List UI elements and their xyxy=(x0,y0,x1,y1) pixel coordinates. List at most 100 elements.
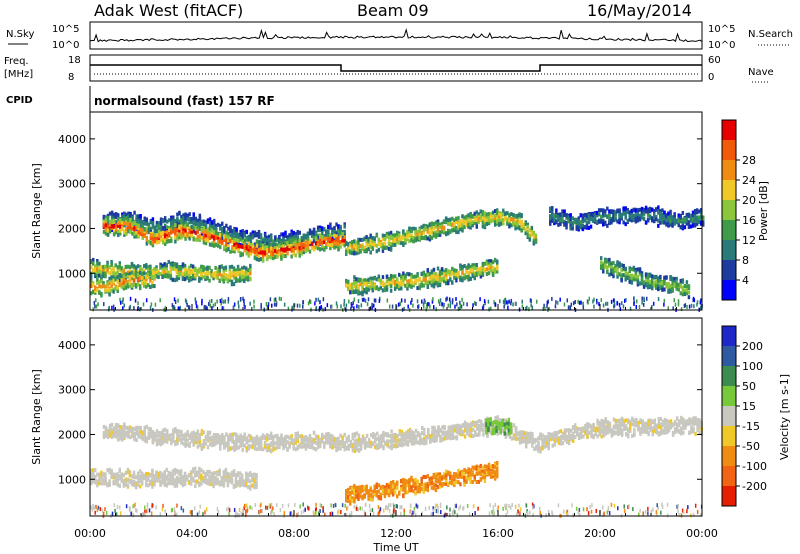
nsky-line xyxy=(90,30,702,42)
noise-cell xyxy=(528,307,530,311)
data-cell xyxy=(531,226,533,230)
noise-cell xyxy=(243,303,245,307)
noise-cell xyxy=(568,305,570,309)
noise-cell xyxy=(593,305,595,309)
data-cell xyxy=(400,286,402,290)
nsearch-label: N.Search xyxy=(748,29,793,40)
noise-cell xyxy=(425,307,427,311)
data-cell xyxy=(176,441,178,445)
noise-cell xyxy=(316,306,318,310)
noise-cell xyxy=(605,302,607,306)
noise-cell xyxy=(521,300,523,304)
noise-cell xyxy=(407,305,409,309)
data-cell xyxy=(213,219,215,223)
noise-cell xyxy=(401,298,403,302)
noise-cell xyxy=(94,301,96,305)
noise-cell xyxy=(266,302,268,306)
data-cell xyxy=(286,251,288,255)
data-cell xyxy=(643,217,645,221)
noise-cell xyxy=(173,305,175,309)
noise-cell xyxy=(452,300,454,304)
colorbar-tick-label: 20 xyxy=(742,194,756,207)
noise-cell xyxy=(280,297,282,301)
data-cell xyxy=(256,244,258,248)
noise-cell xyxy=(356,304,358,308)
data-cell xyxy=(669,210,671,214)
data-cell xyxy=(307,245,309,249)
noise-cell xyxy=(488,307,490,311)
noise-cell xyxy=(616,301,618,305)
noise-cell xyxy=(510,301,512,305)
noise-cell xyxy=(137,306,139,310)
data-cell xyxy=(174,223,176,227)
noise-cell xyxy=(211,299,213,303)
noise-cell xyxy=(373,304,375,308)
noise-cell xyxy=(536,300,538,304)
noise-cell xyxy=(367,302,369,306)
noise-cell xyxy=(210,304,212,308)
data-cell xyxy=(657,205,659,209)
noise-cell xyxy=(389,305,391,309)
noise-cell xyxy=(234,303,236,307)
noise-cell xyxy=(130,297,132,301)
noise-cell xyxy=(292,306,294,310)
data-cell xyxy=(682,211,684,215)
colorbar-segment xyxy=(722,160,736,180)
data-cell xyxy=(153,284,155,288)
noise-cell xyxy=(639,305,641,309)
noise-cell xyxy=(472,303,474,307)
noise-cell xyxy=(221,298,223,302)
data-cell xyxy=(219,269,221,273)
noise-cell xyxy=(429,305,431,309)
nsearch-tick-bottom: 10^0 xyxy=(708,40,735,51)
noise-cell xyxy=(678,299,680,303)
data-cell xyxy=(327,229,329,233)
noise-cell xyxy=(433,305,435,309)
noise-cell xyxy=(483,304,485,308)
data-cell xyxy=(309,250,311,254)
noise-cell xyxy=(579,301,581,305)
nave-label: Nave xyxy=(748,67,774,78)
noise-cell xyxy=(507,301,509,305)
noise-cell xyxy=(220,299,222,303)
noise-cell xyxy=(507,306,509,310)
data-cell xyxy=(686,280,688,284)
data-cell xyxy=(571,227,573,231)
data-cell xyxy=(203,430,205,434)
noise-cell xyxy=(315,298,317,302)
data-cell xyxy=(535,240,537,244)
data-cell xyxy=(673,213,675,217)
data-cell xyxy=(608,258,610,262)
noise-cell xyxy=(508,300,510,304)
data-cell xyxy=(688,286,690,290)
noise-cell xyxy=(253,300,255,304)
noise-cell xyxy=(327,303,329,307)
data-cell xyxy=(378,275,380,279)
noise-cell xyxy=(424,300,426,304)
cpid-label: CPID xyxy=(6,95,33,106)
noise-cell xyxy=(574,300,576,304)
noise-cell xyxy=(577,300,579,304)
colorbar-segment xyxy=(722,120,736,140)
noise-cell xyxy=(319,300,321,304)
data-cell xyxy=(170,239,172,243)
noise-cell xyxy=(495,302,497,306)
data-cell xyxy=(146,439,148,443)
data-cell xyxy=(618,208,620,212)
noise-cell xyxy=(108,306,110,310)
nsky-label: N.Sky xyxy=(6,29,34,40)
noise-cell xyxy=(308,301,310,305)
data-cell xyxy=(92,258,94,262)
data-cell xyxy=(180,430,182,434)
data-cell xyxy=(153,275,155,279)
velocity-panel: 1000200030004000 Slant Range [km] 200100… xyxy=(30,318,791,518)
data-cell xyxy=(620,278,622,282)
noise-cell xyxy=(92,307,94,311)
data-cell xyxy=(382,275,384,279)
data-cell xyxy=(451,280,453,284)
noise-cell xyxy=(284,303,286,307)
data-cell xyxy=(641,273,643,277)
noise-cell xyxy=(348,300,350,304)
data-cell xyxy=(590,225,592,229)
noise-cell xyxy=(466,302,468,306)
